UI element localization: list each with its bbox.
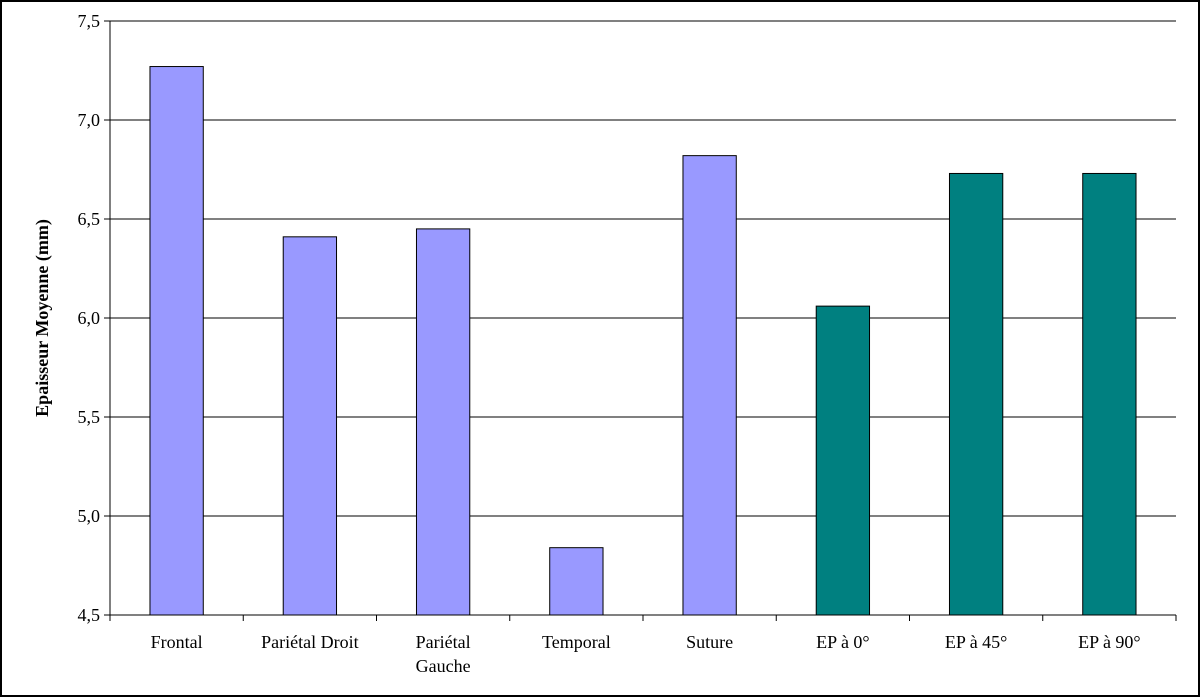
x-category-label-line: EP à 45° bbox=[945, 632, 1008, 652]
x-category-label: Temporal bbox=[542, 632, 611, 652]
x-category-label-line: Suture bbox=[686, 632, 733, 652]
y-tick-label: 7,5 bbox=[78, 11, 101, 31]
y-tick-label: 6,0 bbox=[78, 308, 101, 328]
bar bbox=[415, 228, 471, 616]
x-category-label: EP à 90° bbox=[1078, 632, 1141, 652]
x-category-label-line: Temporal bbox=[542, 632, 611, 652]
x-category-label: EP à 45° bbox=[945, 632, 1008, 652]
y-axis-title: Epaisseur Moyenne (mm) bbox=[32, 219, 53, 417]
x-category-label: Suture bbox=[686, 632, 733, 652]
bar bbox=[682, 155, 737, 616]
x-category-label: EP à 0° bbox=[816, 632, 870, 652]
y-tick-label: 7,0 bbox=[78, 110, 101, 130]
y-tick-label: 6,5 bbox=[78, 209, 101, 229]
bars bbox=[149, 66, 1137, 616]
y-tick-label: 5,0 bbox=[78, 506, 101, 526]
y-tick-label: 5,5 bbox=[78, 407, 101, 427]
bar bbox=[1082, 172, 1137, 616]
x-category-label-line: EP à 90° bbox=[1078, 632, 1141, 652]
x-category-label: Pariétal Droit bbox=[261, 632, 358, 652]
x-category-label-line: Pariétal bbox=[416, 632, 471, 652]
bar bbox=[282, 236, 338, 616]
labels: 4,5 5,0 5,5 6,0 6,5 7,0 7,5 Frontal Pariétal Dro… bbox=[78, 11, 1141, 676]
bar bbox=[149, 66, 204, 616]
x-category-label-line: Gauche bbox=[416, 656, 471, 676]
bar bbox=[815, 305, 871, 616]
x-category-label-line: EP à 0° bbox=[816, 632, 870, 652]
x-category-label-line: Frontal bbox=[151, 632, 203, 652]
y-tick-label: 4,5 bbox=[78, 605, 101, 625]
x-category-label-line: Pariétal Droit bbox=[261, 632, 358, 652]
x-category-label: Pariétal Gauche bbox=[416, 632, 471, 676]
bar bbox=[549, 547, 604, 616]
x-category-label: Frontal bbox=[151, 632, 203, 652]
axes bbox=[104, 20, 1177, 621]
bar bbox=[948, 172, 1004, 616]
